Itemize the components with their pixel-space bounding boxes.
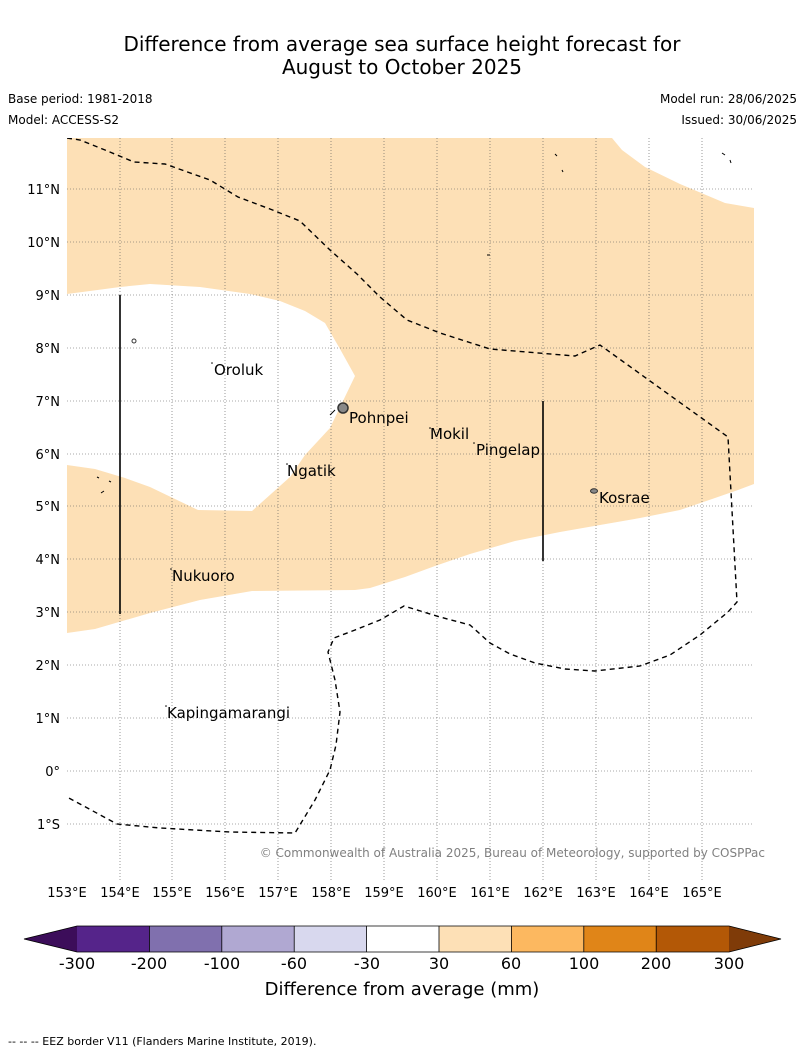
- base-period: Base period: 1981-2018: [8, 92, 153, 106]
- place-label-oroluk: Oroluk: [214, 361, 263, 379]
- kapingamarangi-marker: [165, 705, 167, 707]
- lat-label-9n: 9°N: [36, 289, 61, 304]
- colorbar-segment-8: [583, 926, 657, 952]
- lon-label-160e: 160°E: [417, 886, 457, 901]
- colorbar-segment-7: [511, 926, 584, 952]
- lon-label-158e: 158°E: [311, 886, 351, 901]
- colorbar-segment-1: [77, 926, 150, 952]
- colorbar-segment-4: [294, 926, 367, 952]
- eez-fragment: [329, 409, 336, 416]
- colorbar-title: Difference from average (mm): [265, 979, 540, 1000]
- colorbar-under-arrow: [24, 926, 77, 952]
- colorbar-over-arrow: [729, 926, 781, 952]
- colorbar-segment-9: [656, 926, 729, 952]
- colorbar-segment-5: [366, 926, 439, 952]
- place-label-nukuoro: Nukuoro: [172, 567, 235, 585]
- lat-label-7n: 7°N: [36, 395, 61, 410]
- colorbar-tick-4: -60: [281, 954, 307, 973]
- lon-label-154e: 154°E: [100, 886, 140, 901]
- lat-label-10n: 10°N: [27, 236, 60, 251]
- colorbar-tick-3: -100: [204, 954, 240, 973]
- colorbar-segment-2: [149, 926, 222, 952]
- colorbar-tick-5: -30: [354, 954, 380, 973]
- lon-label-162e: 162°E: [523, 886, 563, 901]
- lat-label-1s: 1°S: [37, 818, 60, 833]
- islet-outline: [131, 338, 137, 344]
- colorbar-segment-6: [439, 926, 512, 952]
- colorbar-segment-3: [221, 926, 295, 952]
- issued-date: Issued: 30/06/2025: [681, 113, 797, 127]
- lat-label-2n: 2°N: [36, 659, 61, 674]
- colorbar-tick-7: 60: [501, 954, 521, 973]
- title-line-1: Difference from average sea surface heig…: [123, 32, 681, 56]
- lat-label-11n: 11°N: [27, 183, 60, 198]
- lon-label-157e: 157°E: [258, 886, 298, 901]
- lon-label-163e: 163°E: [576, 886, 616, 901]
- pingelap-marker: [473, 442, 475, 444]
- lon-label-165e: 165°E: [682, 886, 722, 901]
- ngatik-marker: [286, 463, 288, 465]
- lat-label-3n: 3°N: [36, 606, 61, 621]
- lon-label-155e: 155°E: [152, 886, 192, 901]
- lon-label-159e: 159°E: [364, 886, 404, 901]
- lat-label-6n: 6°N: [36, 448, 61, 463]
- model-name: Model: ACCESS-S2: [8, 113, 120, 127]
- mokil-marker: [429, 427, 431, 429]
- model-run: Model run: 28/06/2025: [659, 92, 797, 106]
- place-label-kosrae: Kosrae: [599, 489, 650, 507]
- colorbar: [23, 925, 782, 953]
- place-label-pohnpei: Pohnpei: [349, 409, 409, 427]
- place-label-mokil: Mokil: [430, 425, 469, 443]
- copyright-notice: © Commonwealth of Australia 2025, Bureau…: [260, 846, 765, 860]
- lon-label-164e: 164°E: [629, 886, 669, 901]
- lon-label-156e: 156°E: [205, 886, 245, 901]
- lat-label-0: 0°: [45, 765, 60, 780]
- lon-label-153e: 153°E: [47, 886, 87, 901]
- lat-label-4n: 4°N: [36, 553, 61, 568]
- colorbar-outline: [23, 925, 782, 953]
- colorbar-tick-6: 30: [429, 954, 449, 973]
- lon-label-161e: 161°E: [470, 886, 510, 901]
- islet-marks: [96, 152, 732, 494]
- colorbar-tick-1: -300: [59, 954, 95, 973]
- eez-border: [67, 138, 738, 834]
- lat-label-8n: 8°N: [36, 342, 61, 357]
- nukuoro-marker: [170, 568, 172, 570]
- pohnpei-island: [337, 402, 349, 414]
- place-label-pingelap: Pingelap: [476, 441, 540, 459]
- colorbar-tick-10: 300: [714, 954, 745, 973]
- colorbar-tick-8: 100: [569, 954, 600, 973]
- colorbar-tick-2: -200: [131, 954, 167, 973]
- title-line-2: August to October 2025: [281, 55, 523, 79]
- graticule: [67, 138, 754, 880]
- oroluk-marker: [211, 362, 213, 364]
- lat-label-1n: 1°N: [36, 712, 61, 727]
- eez-footnote: -- -- -- EEZ border V11 (Flanders Marine…: [8, 1035, 317, 1048]
- place-label-ngatik: Ngatik: [287, 462, 336, 480]
- place-label-kapingamarangi: Kapingamarangi: [167, 704, 290, 722]
- colorbar-tick-9: 200: [641, 954, 672, 973]
- lat-label-5n: 5°N: [36, 500, 61, 515]
- anomaly-fill-30-60: [67, 138, 754, 633]
- kosrae-island: [590, 488, 598, 494]
